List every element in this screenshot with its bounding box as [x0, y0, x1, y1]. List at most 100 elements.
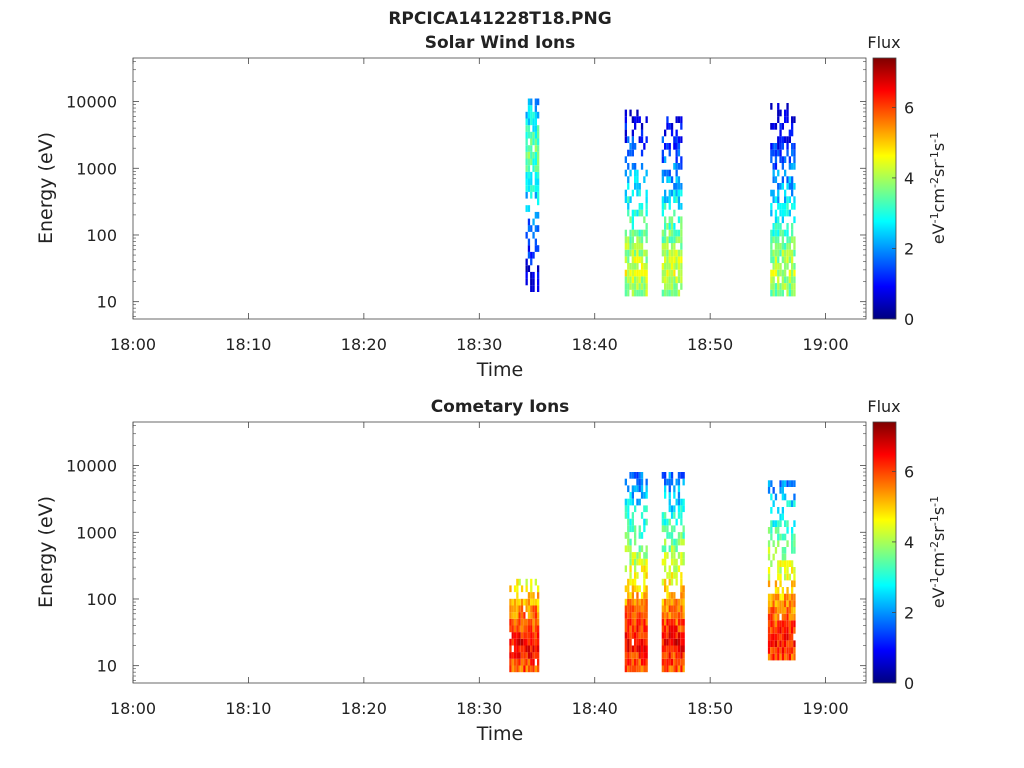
spectrogram-cell: [781, 256, 784, 264]
spectrogram-cell: [774, 249, 778, 257]
spectrogram-cell: [643, 558, 646, 566]
spectrogram-cell: [525, 158, 528, 166]
spectrogram-cell: [643, 658, 646, 666]
spectrogram-cell: [534, 191, 537, 199]
spectrogram-cell: [638, 558, 641, 566]
spectrogram-cell: [527, 158, 531, 166]
spectrogram-cell: [774, 289, 778, 297]
spectrogram-cell: [624, 156, 627, 163]
spectrogram-cell: [781, 276, 784, 284]
spectrogram-cell: [670, 525, 674, 533]
spectrogram-cell: [777, 607, 780, 614]
spectrogram-cell: [770, 249, 773, 257]
spectrogram-cell: [638, 612, 641, 619]
spectrogram-cell: [631, 236, 634, 244]
spectrogram-cell: [520, 598, 524, 606]
spectrogram-cell: [675, 645, 678, 653]
spectrogram-cell: [638, 116, 641, 123]
spectrogram-cell: [668, 223, 671, 230]
spectrogram-cell: [786, 283, 789, 290]
spectrogram-cell: [670, 123, 674, 130]
spectrogram-cell: [774, 243, 778, 250]
spectrogram-cell: [645, 558, 648, 566]
spectrogram-cell: [770, 527, 773, 534]
spectrogram-cell: [534, 245, 537, 252]
spectrogram-cell: [530, 605, 533, 613]
spectrogram-cell: [640, 478, 644, 486]
spectrogram-cell: [636, 665, 639, 673]
spectrogram-cell: [661, 558, 664, 566]
spectrogram-cell: [774, 607, 778, 614]
spectrogram-cell: [680, 558, 683, 566]
spectrogram-cell: [645, 269, 648, 277]
spectrogram-cell: [779, 223, 782, 230]
spectrogram-cell: [781, 143, 784, 150]
spectrogram-cell: [634, 645, 637, 653]
spectrogram-cell: [532, 231, 535, 239]
spectrogram-cell: [680, 585, 683, 593]
spectrogram-cell: [772, 653, 775, 661]
spectrogram-cell: [638, 625, 641, 633]
spectrogram-cell: [532, 131, 535, 139]
spectrogram-cell: [675, 276, 678, 284]
spectrogram-cell: [781, 209, 784, 217]
spectrogram-cell: [786, 567, 789, 574]
spectrogram-cell: [530, 138, 533, 146]
spectrogram-cell: [532, 278, 535, 286]
spectrogram-cell: [673, 505, 676, 513]
spectrogram-cell: [643, 572, 646, 579]
spectrogram-cell: [532, 271, 535, 279]
spectrogram-cell: [791, 183, 794, 190]
spectrogram-cell: [640, 618, 644, 626]
spectrogram-cell: [677, 605, 681, 613]
spectrogram-cell: [631, 518, 634, 526]
spectrogram-cell: [784, 203, 787, 210]
spectrogram-cell: [631, 216, 634, 224]
spectrogram-cell: [777, 243, 780, 250]
spectrogram-cell: [643, 665, 646, 673]
spectrogram-cell: [777, 507, 780, 514]
spectrogram-cell: [670, 625, 674, 633]
spectrogram-cell: [788, 500, 791, 507]
spectrogram-cell: [784, 553, 787, 561]
spectrogram-cell: [677, 538, 681, 546]
spectrogram-cell: [772, 520, 775, 527]
spectrogram-cell: [509, 625, 512, 633]
x-tick-label: 18:40: [572, 699, 618, 718]
spectrogram-cell: [788, 136, 791, 143]
spectrogram-cell: [670, 532, 674, 539]
spectrogram-cell: [537, 645, 540, 653]
spectrogram-cell: [631, 665, 634, 673]
spectrogram-cell: [509, 658, 512, 666]
spectrogram-cell: [677, 638, 681, 646]
spectrogram-cell: [624, 505, 627, 513]
spectrogram-cell: [631, 269, 634, 277]
spectrogram-cell: [791, 607, 794, 614]
spectrogram-cell: [629, 552, 632, 559]
spectrogram-cell: [640, 283, 644, 290]
spectrogram-cell: [640, 136, 644, 143]
spectrogram-cell: [673, 552, 676, 559]
spectrogram-cell: [786, 573, 789, 581]
spectrogram-cell: [788, 256, 791, 264]
spectrogram-cell: [534, 612, 537, 619]
spectrogram-cell: [680, 472, 683, 479]
spectrogram-cell: [643, 143, 646, 150]
spectrogram-cell: [530, 158, 533, 166]
spectrogram-cell: [640, 658, 644, 666]
spectrogram-cell: [680, 618, 683, 626]
spectrogram-cell: [537, 178, 540, 186]
spectrogram-cell: [523, 598, 526, 606]
spectrogram-cell: [645, 209, 648, 217]
spectrogram-cell: [791, 283, 794, 290]
spectrogram-cell: [668, 532, 671, 539]
spectrogram-cell: [781, 289, 784, 297]
spectrogram-cell: [784, 493, 787, 501]
spectrogram-cell: [527, 171, 531, 179]
spectrogram-cell: [645, 665, 648, 673]
spectrogram-cell: [532, 612, 535, 619]
spectrogram-cell: [673, 229, 676, 237]
spectrogram-cell: [774, 587, 778, 594]
spectrogram-cell: [636, 498, 639, 506]
spectrogram-cell: [664, 645, 667, 653]
